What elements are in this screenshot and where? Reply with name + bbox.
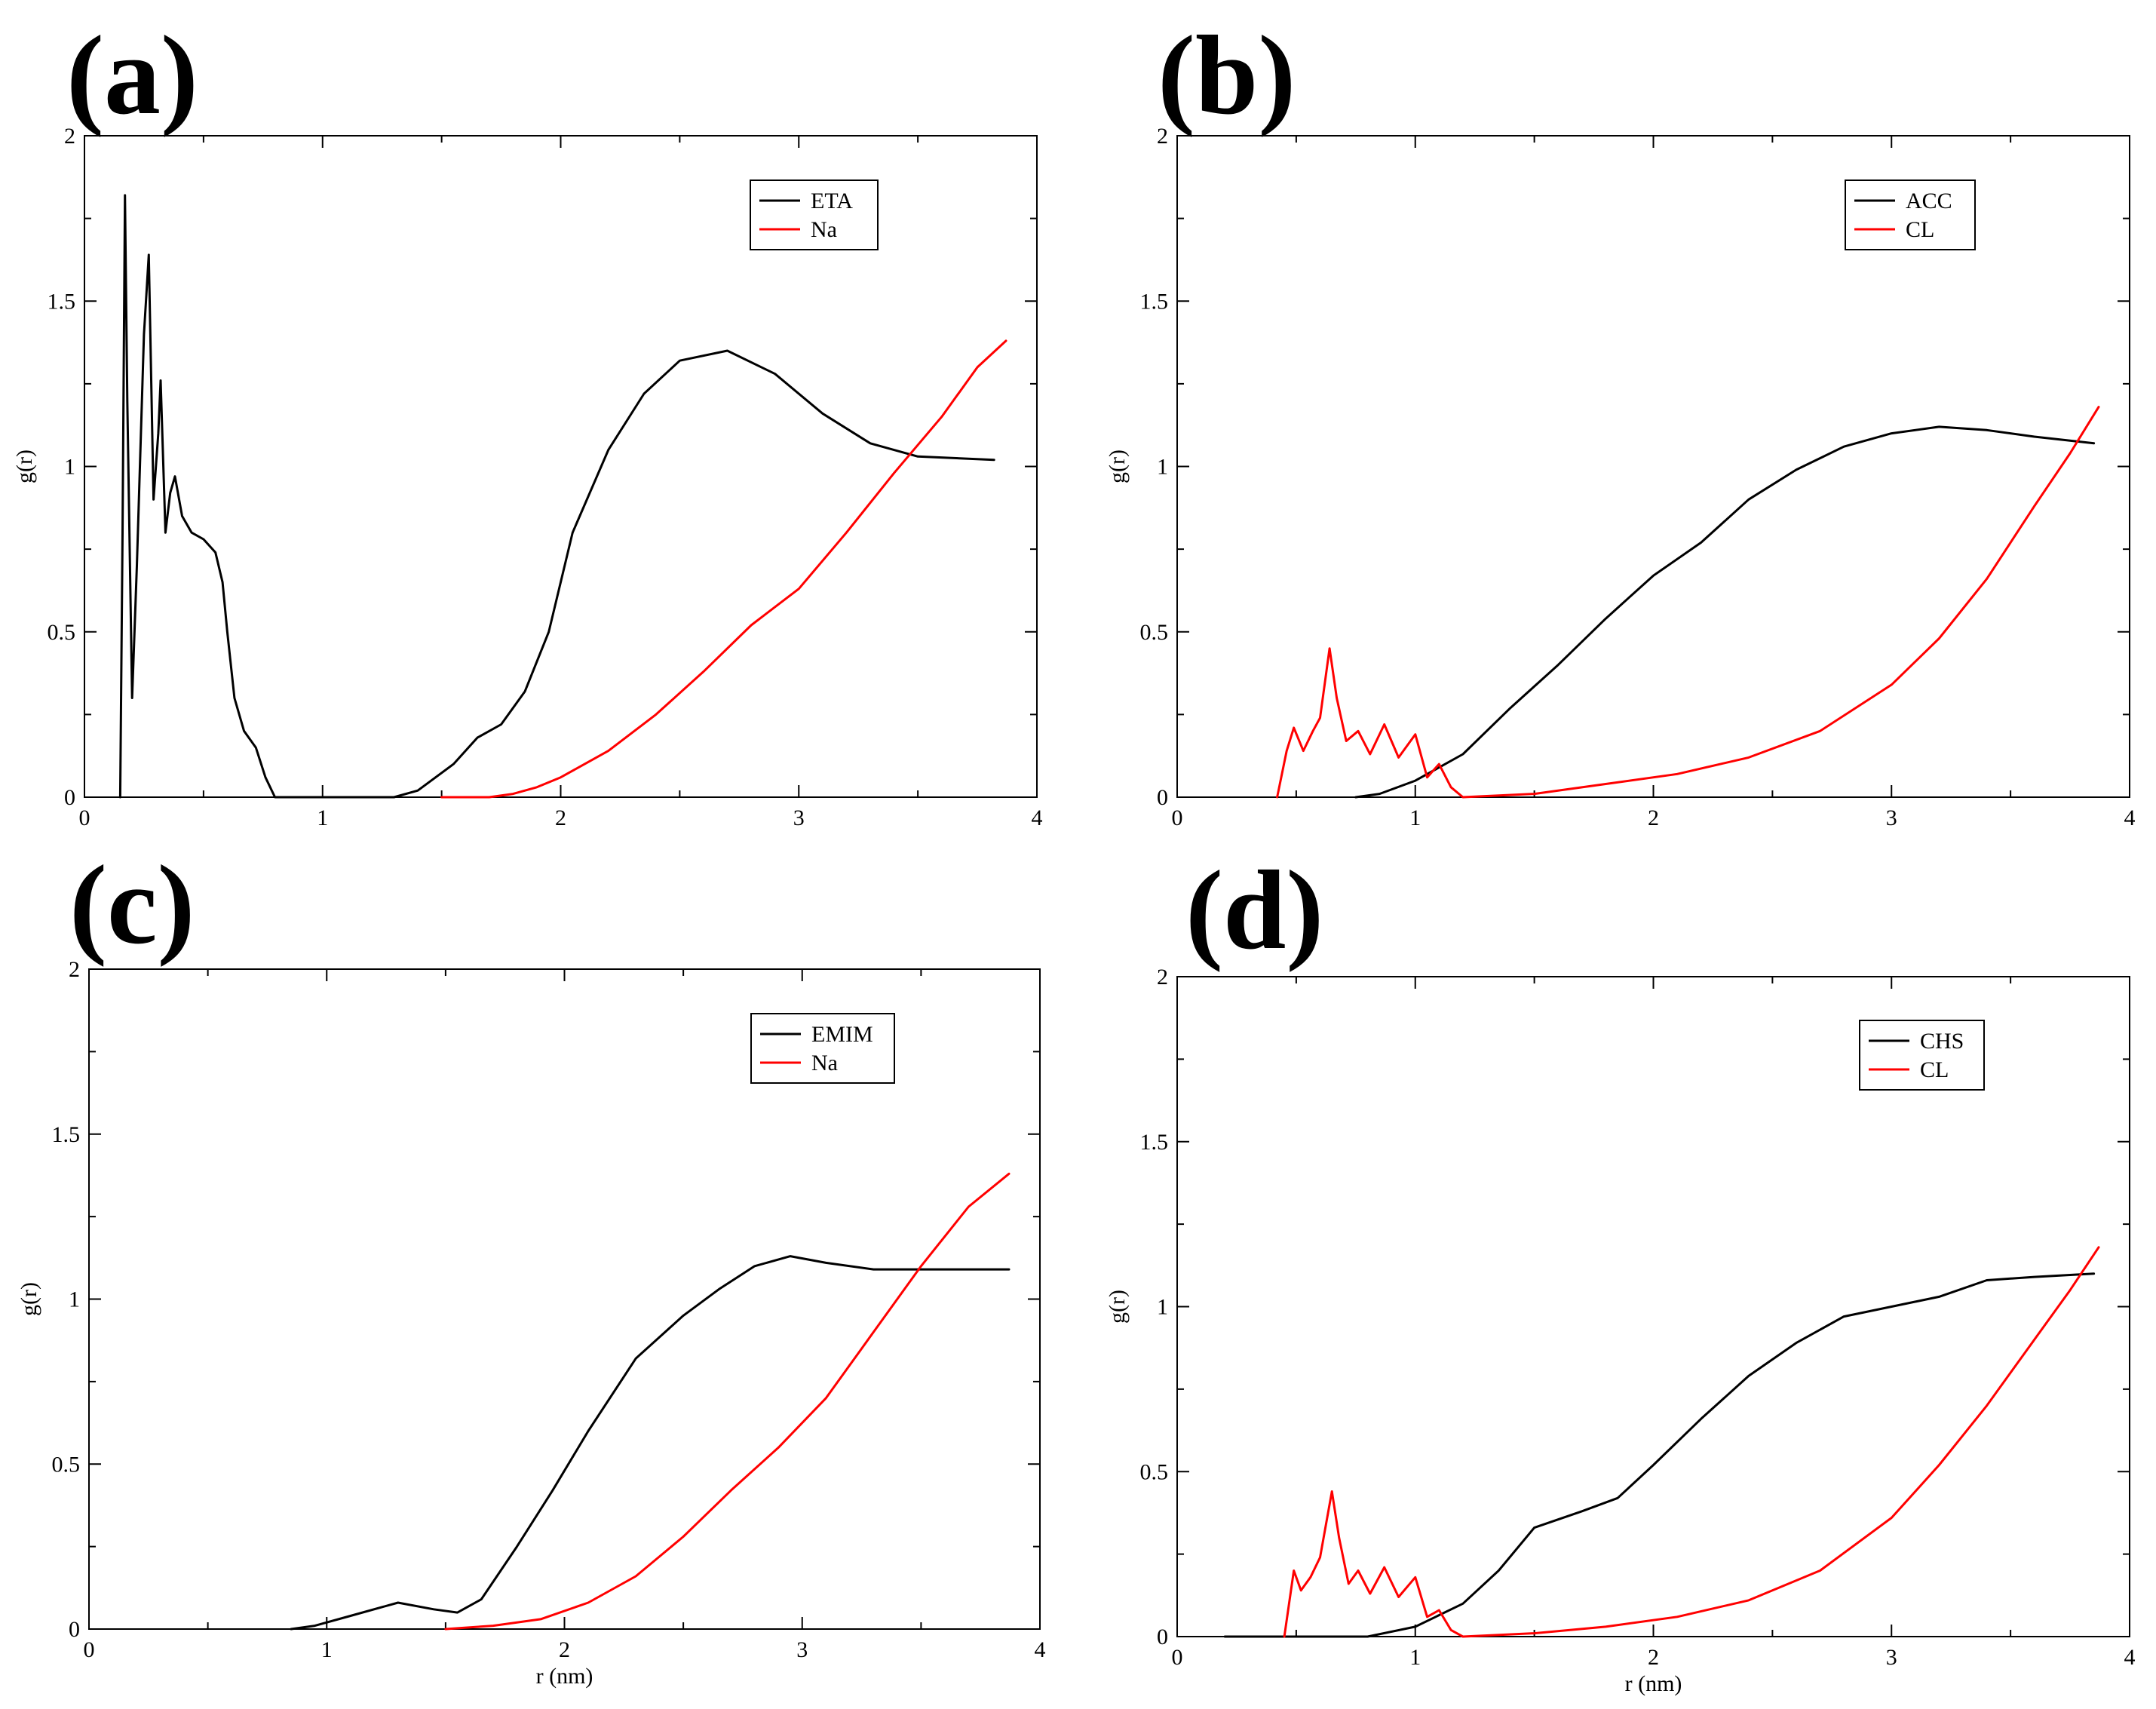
legend-a: ETA Na [750,179,879,250]
legend-label-a-eta: ETA [811,189,853,213]
x-tick-label-b: 0 [1172,805,1183,830]
legend-c: EMIM Na [750,1013,895,1084]
legend-box-d [1859,1020,1985,1091]
x-tick-label-a: 1 [317,805,328,830]
y-tick-label-c: 0.5 [52,1452,81,1477]
series-line-d-cl [1283,1246,2100,1638]
legend-label-c-emim: EMIM [811,1022,873,1047]
legend-label-d-chs: CHS [1920,1029,1964,1054]
legend-box-a [750,179,879,250]
y-tick-label-d: 0.5 [1140,1459,1169,1484]
legend-label-d-cl: CL [1920,1057,1949,1082]
plot-frame-a [84,135,1038,798]
legend-box-b [1845,179,1976,250]
y-axis-title-b: g(r) [1105,449,1130,483]
y-tick-label-b: 1.5 [1140,289,1169,314]
y-tick-label-b: 0 [1157,785,1168,810]
y-axis-title-c: g(r) [17,1282,41,1316]
series-line-a-eta [118,194,995,799]
x-tick-label-a: 2 [555,805,566,830]
y-tick-label-b: 1 [1157,455,1168,480]
plot-frame-d [1176,976,2130,1637]
y-tick-label-b: 2 [1157,124,1168,149]
legend-label-c-na: Na [811,1051,838,1075]
legend-label-b-acc: ACC [1906,189,1952,213]
x-tick-label-c: 0 [84,1637,95,1662]
x-tick-label-d: 2 [1648,1645,1659,1670]
legend-label-a-na: Na [811,217,837,242]
x-tick-label-a: 3 [793,805,805,830]
panel-label-c: (c) [69,842,195,968]
legend-b: ACC CL [1845,179,1976,250]
series-line-b-acc [1354,425,2096,799]
x-tick-label-c: 4 [1035,1637,1046,1662]
chart-a: 0 1 2 3 4 0 0.5 1 1.5 2 g(r) ETA Na [12,124,1043,830]
y-tick-label-a: 1 [64,455,75,480]
y-tick-label-a: 2 [64,124,75,149]
chart-c: 0 1 2 3 4 0 0.5 1 1.5 2 g(r) r (nm) EMIM Na [17,957,1046,1689]
legend-d: CHS CL [1859,1020,1985,1091]
series-line-b-cl [1276,406,2100,799]
x-tick-label-d: 1 [1409,1645,1421,1670]
panel-label-d: (d) [1185,848,1324,973]
y-axis-title-a: g(r) [12,449,37,483]
series-line-a-na [440,339,1007,799]
x-tick-label-b: 3 [1886,805,1897,830]
panel-label-b: (b) [1158,13,1296,138]
y-tick-label-a: 0.5 [48,620,76,645]
y-tick-label-d: 1 [1157,1295,1168,1320]
legend-label-b-cl: CL [1906,217,1934,242]
panel-label-a: (a) [66,13,198,138]
y-tick-label-d: 2 [1157,965,1168,990]
x-tick-label-c: 1 [321,1637,333,1662]
x-tick-label-d: 4 [2124,1645,2136,1670]
series-line-d-chs [1223,1272,2096,1638]
y-tick-label-a: 1.5 [48,289,76,314]
chart-d: 0 1 2 3 4 0 0.5 1 1.5 2 g(r) r (nm) CHS CL [1105,965,2136,1696]
x-axis-title-d: r (nm) [1625,1671,1682,1696]
x-tick-label-d: 3 [1886,1645,1897,1670]
x-tick-label-a: 4 [1032,805,1043,830]
x-tick-label-b: 4 [2124,805,2136,830]
x-tick-label-d: 0 [1172,1645,1183,1670]
y-axis-title-d: g(r) [1105,1290,1130,1324]
x-tick-label-c: 2 [559,1637,570,1662]
y-tick-label-b: 0.5 [1140,620,1169,645]
y-tick-label-d: 0 [1157,1625,1168,1649]
series-line-c-emim [290,1255,1011,1631]
plot-frame-b [1176,135,2130,798]
y-tick-label-a: 0 [64,785,75,810]
x-axis-title-c: r (nm) [536,1664,593,1689]
x-tick-label-a: 0 [79,805,90,830]
x-tick-label-b: 2 [1648,805,1659,830]
chart-b: 0 1 2 3 4 0 0.5 1 1.5 2 g(r) ACC CL [1105,124,2136,830]
legend-box-c [750,1013,895,1084]
x-tick-label-b: 1 [1409,805,1421,830]
y-tick-label-c: 0 [69,1617,80,1642]
y-tick-label-c: 1.5 [52,1122,81,1147]
y-tick-label-d: 1.5 [1140,1130,1169,1155]
y-tick-label-c: 1 [69,1287,80,1312]
series-line-c-na [444,1172,1011,1631]
y-tick-label-c: 2 [69,957,80,982]
x-tick-label-c: 3 [796,1637,808,1662]
